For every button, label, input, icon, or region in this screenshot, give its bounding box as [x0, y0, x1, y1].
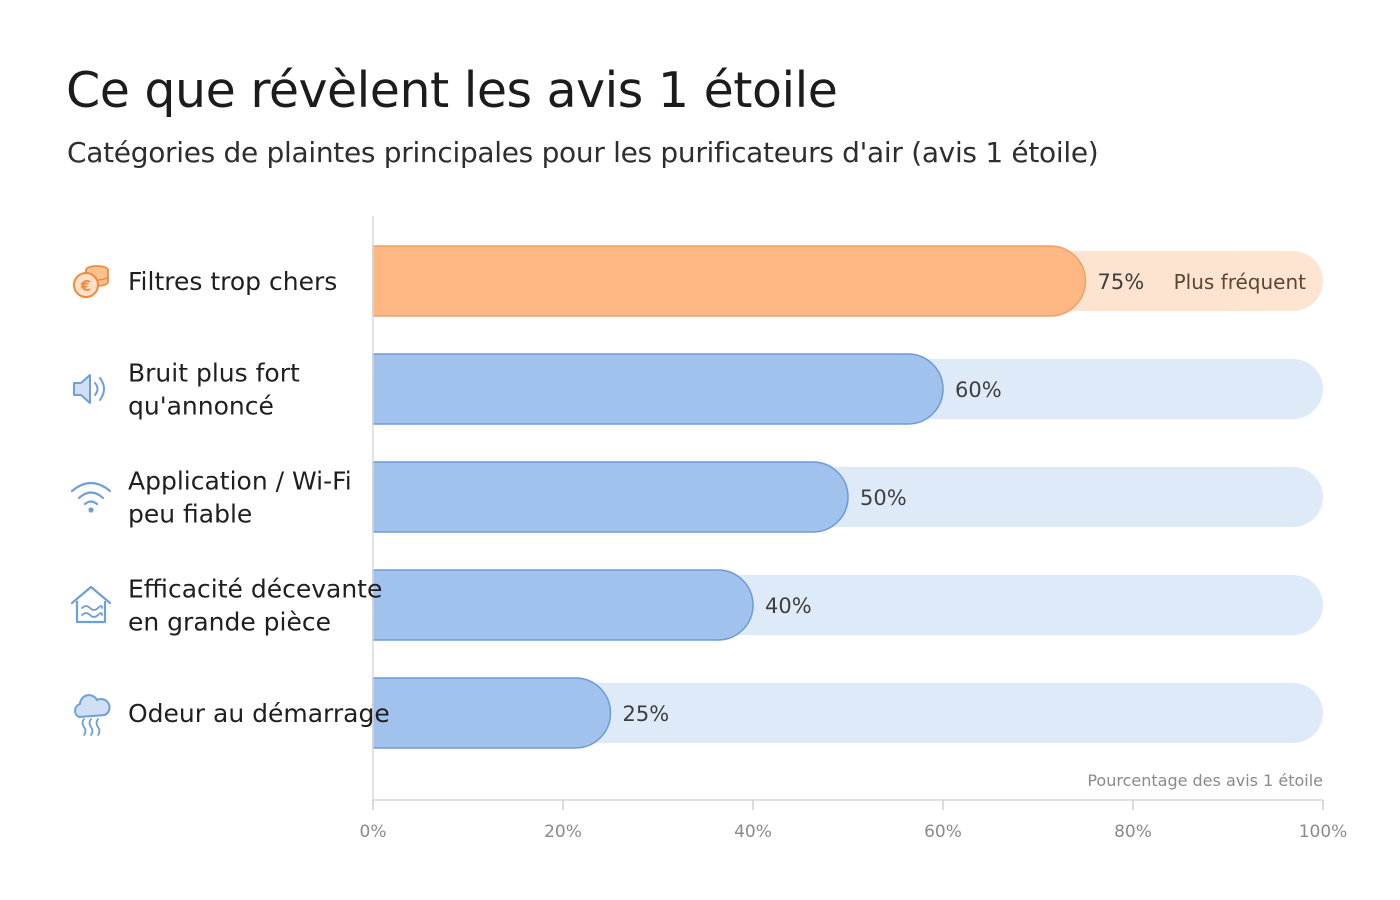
chart-title: Ce que révèlent les avis 1 étoile: [66, 62, 838, 119]
wifi-icon: [70, 481, 112, 513]
category-label: peu fiable: [128, 500, 252, 529]
bar: [372, 569, 754, 641]
bar: [372, 353, 944, 425]
value-label: 40%: [765, 594, 812, 618]
x-tick-label: 100%: [1299, 822, 1348, 842]
bar: [372, 245, 1087, 317]
most-frequent-label: Plus fréquent: [1174, 270, 1307, 294]
x-tick-label: 60%: [924, 822, 962, 842]
bar: [372, 461, 849, 533]
svg-text:€: €: [80, 277, 91, 295]
house-airflow-icon: [70, 585, 112, 624]
speaker-icon: [73, 374, 105, 404]
category-label: en grande pièce: [128, 608, 331, 637]
x-tick-label: 0%: [360, 822, 387, 842]
odor-cloud-icon: [74, 694, 111, 736]
bar: [372, 677, 612, 749]
value-label: 50%: [860, 486, 907, 510]
category-label: Efficacité décevante: [128, 575, 382, 604]
value-label: 60%: [955, 378, 1002, 402]
value-label: 75%: [1098, 270, 1145, 294]
chart-subtitle: Catégories de plaintes principales pour …: [67, 136, 1099, 169]
x-tick-label: 80%: [1114, 822, 1152, 842]
x-axis-title: Pourcentage des avis 1 étoile: [1087, 771, 1323, 790]
x-tick-label: 20%: [544, 822, 582, 842]
category-label: Odeur au démarrage: [128, 699, 390, 728]
category-label: Filtres trop chers: [128, 267, 337, 296]
bar-track: [373, 683, 1323, 743]
category-label: Application / Wi-Fi: [128, 467, 352, 496]
category-label: Bruit plus fort: [128, 359, 300, 388]
category-label: qu'annoncé: [128, 392, 274, 421]
coins-euro-icon: €: [73, 265, 109, 298]
value-label: 25%: [623, 702, 670, 726]
x-tick-label: 40%: [734, 822, 772, 842]
